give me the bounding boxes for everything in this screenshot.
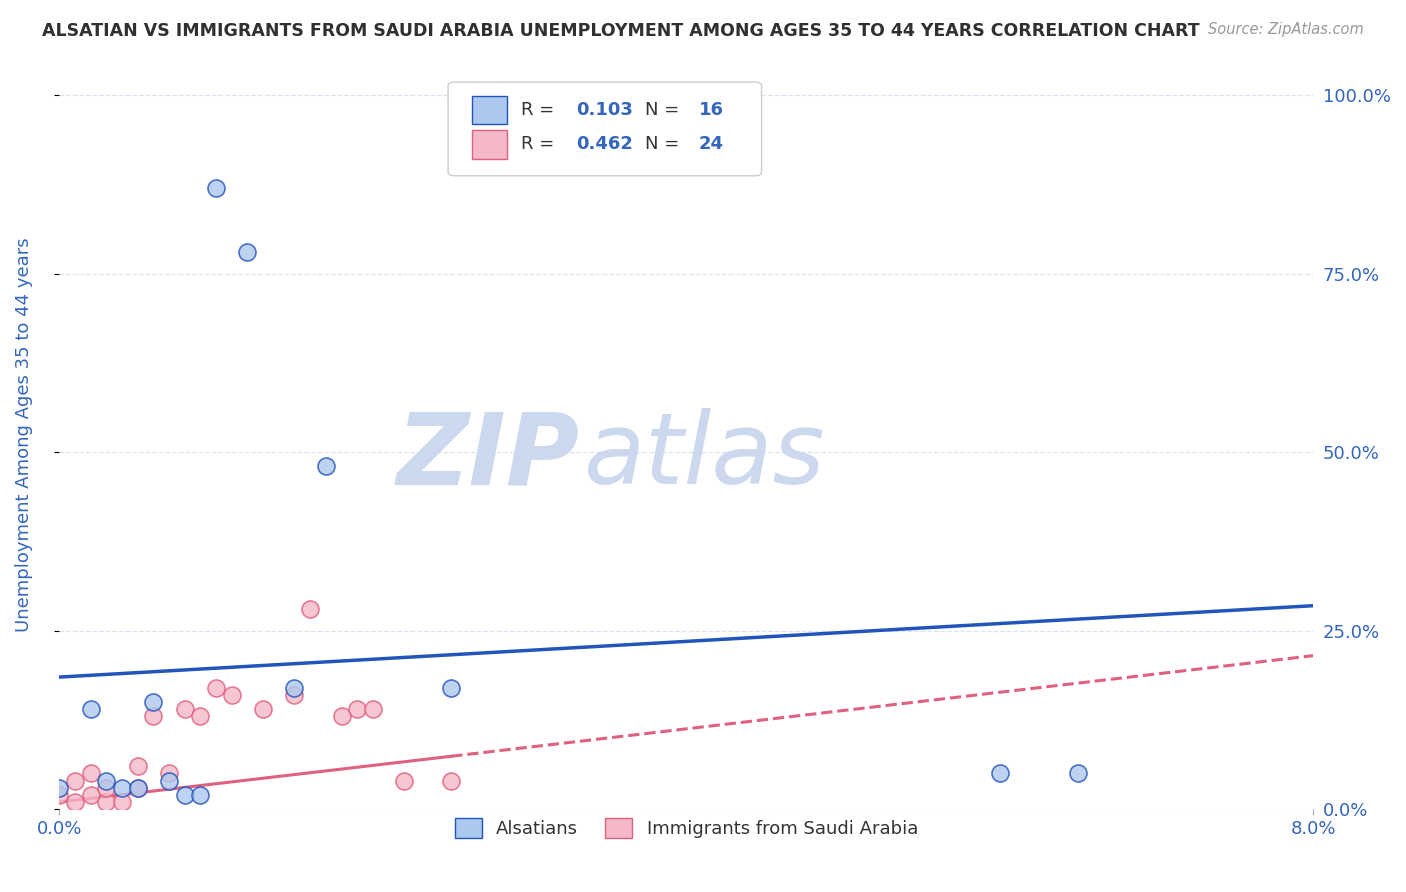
Point xyxy=(988,766,1011,780)
Point xyxy=(190,788,212,802)
Text: 0.103: 0.103 xyxy=(576,101,633,119)
Point xyxy=(127,759,149,773)
Point xyxy=(190,709,212,723)
Point xyxy=(299,602,322,616)
Point xyxy=(283,681,305,695)
Point xyxy=(157,773,180,788)
Text: R =: R = xyxy=(520,136,554,153)
Point xyxy=(236,245,259,260)
Point xyxy=(330,709,353,723)
Text: 0.462: 0.462 xyxy=(576,136,633,153)
Text: atlas: atlas xyxy=(583,409,825,506)
Point xyxy=(80,766,103,780)
Point xyxy=(111,780,134,795)
FancyBboxPatch shape xyxy=(449,82,762,176)
Point xyxy=(440,773,463,788)
Point xyxy=(127,780,149,795)
Point xyxy=(142,709,165,723)
Legend: Alsatians, Immigrants from Saudi Arabia: Alsatians, Immigrants from Saudi Arabia xyxy=(447,811,925,845)
Point xyxy=(48,788,70,802)
Point xyxy=(96,780,118,795)
Point xyxy=(48,780,70,795)
Point xyxy=(96,795,118,809)
Text: ZIP: ZIP xyxy=(396,409,579,506)
Point xyxy=(111,795,134,809)
Text: R =: R = xyxy=(520,101,554,119)
Point xyxy=(346,702,368,716)
Point xyxy=(80,702,103,716)
Y-axis label: Unemployment Among Ages 35 to 44 years: Unemployment Among Ages 35 to 44 years xyxy=(15,237,32,632)
Point xyxy=(173,788,195,802)
Point xyxy=(205,681,228,695)
Point xyxy=(96,773,118,788)
Point xyxy=(361,702,384,716)
Point xyxy=(142,695,165,709)
Point xyxy=(63,795,86,809)
Text: N =: N = xyxy=(645,101,679,119)
Point xyxy=(205,181,228,195)
Text: 24: 24 xyxy=(699,136,724,153)
Text: Source: ZipAtlas.com: Source: ZipAtlas.com xyxy=(1208,22,1364,37)
Point xyxy=(63,773,86,788)
Point xyxy=(221,688,243,702)
Point xyxy=(127,780,149,795)
Point xyxy=(283,688,305,702)
Point xyxy=(1067,766,1090,780)
Point xyxy=(157,766,180,780)
Text: ALSATIAN VS IMMIGRANTS FROM SAUDI ARABIA UNEMPLOYMENT AMONG AGES 35 TO 44 YEARS : ALSATIAN VS IMMIGRANTS FROM SAUDI ARABIA… xyxy=(42,22,1199,40)
Text: 16: 16 xyxy=(699,101,724,119)
Text: N =: N = xyxy=(645,136,679,153)
Point xyxy=(440,681,463,695)
Point xyxy=(173,702,195,716)
Point xyxy=(315,459,337,474)
Bar xyxy=(472,130,508,159)
Bar xyxy=(472,95,508,124)
Point xyxy=(252,702,274,716)
Point xyxy=(80,788,103,802)
Point xyxy=(392,773,415,788)
